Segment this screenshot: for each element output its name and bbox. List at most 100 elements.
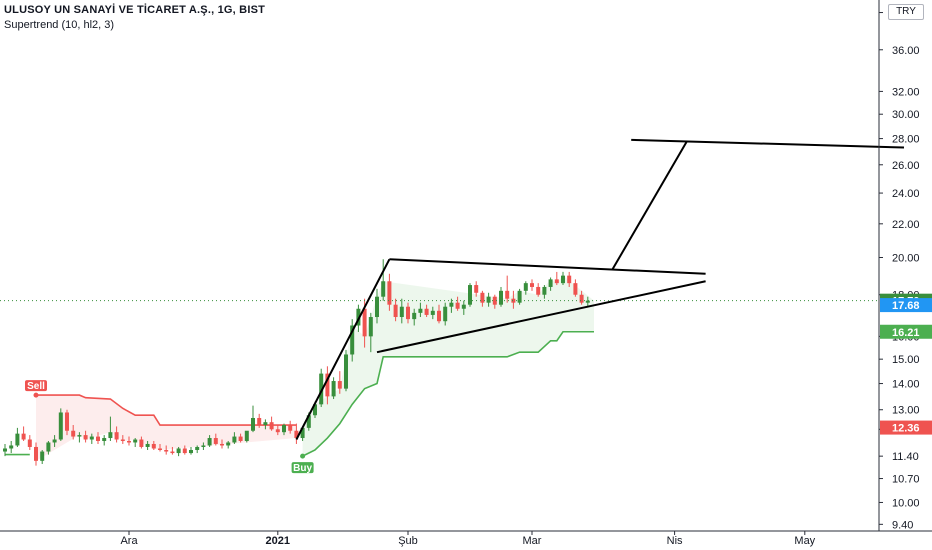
candle-body [40,451,45,461]
supertrend-down-fill [36,395,297,461]
candle-body [9,445,14,449]
candle-body [52,439,57,443]
candle-body [573,283,578,295]
price-tag-supertrend-up [880,324,932,339]
upper-trendline-line[interactable] [389,258,706,275]
candle-body [34,446,38,461]
candle-body [213,438,218,444]
candle-body [108,432,113,439]
candle-body [368,317,373,337]
price-tag-prev [880,298,932,313]
candle-body [244,430,249,441]
candle-body [151,443,156,449]
candle-body [567,275,572,284]
y-tick-label: 10.00 [892,497,920,509]
x-tick-label: Şub [398,535,418,547]
target-leg-line[interactable] [611,140,688,270]
supertrend-up-line [302,330,594,457]
candle-body [492,296,497,305]
candle-body [195,446,200,451]
candle-body [176,448,181,454]
candle-body [15,433,20,446]
signals: Sell Buy [25,380,314,474]
candle-body [486,296,491,303]
sell-signal-badge [25,380,47,392]
candle-body [133,439,138,443]
buy-signal-dot [300,453,306,459]
candle-body [437,310,441,322]
candle-body [362,308,367,337]
y-tick-label: 36.00 [892,45,920,57]
candle-body [89,436,94,440]
candle-body [96,436,100,441]
time-axis[interactable]: Ara 2021 Şub Mar Nis May [120,531,816,547]
candle-body [83,435,88,440]
price-axis[interactable]: 9.4010.0010.7011.4012.3013.0014.0015.001… [0,0,932,532]
candle-body [536,286,541,295]
sell-signal-label: Sell [27,381,45,392]
y-tick-label: 14.00 [892,379,920,391]
candle-body [238,436,243,441]
candle-body [375,296,379,318]
y-tick-label: 30.00 [892,109,920,121]
candle-body [232,436,237,443]
pole-line[interactable] [295,258,391,440]
candle-body [189,450,193,454]
y-tick-label: 28.00 [892,134,920,146]
candle-body [71,430,76,437]
buy-signal-badge [291,462,314,474]
candle-body [554,279,559,284]
candle-body [182,448,187,454]
candle-body [530,283,534,287]
candle-body [251,417,255,431]
candle-body [511,298,516,303]
candle-body [542,286,547,295]
candle-body [158,448,162,451]
y-tick-label: 26.00 [892,160,920,172]
candle-body [207,438,212,446]
symbol-title[interactable]: ULUSOY UN SANAYİ VE TİCARET A.Ş., 1G, BI… [4,4,266,16]
candle-body [319,373,324,405]
candle-body [170,451,175,454]
candle-body [201,445,206,447]
x-tick-label: May [794,535,815,547]
supertrend-down-line [36,394,297,426]
candle-body [337,381,342,389]
y-tick-label: 11.40 [892,451,919,463]
candle-body [282,425,286,433]
candle-body [455,302,460,309]
candle-body [356,308,361,326]
y-tick-label: 15.00 [892,354,920,366]
y-tick-label: 9.40 [892,519,913,531]
candle-body [21,433,26,440]
candle-body [548,279,553,287]
candle-body [381,281,386,297]
drawings[interactable] [295,138,905,440]
candle-body [300,427,305,439]
candle-body [58,412,63,440]
y-tick-label: 20.00 [892,253,920,265]
indicator-label[interactable]: Supertrend (10, hl2, 3) [4,19,115,31]
candle-body [517,290,522,303]
lower-trendline-line[interactable] [376,280,706,354]
candle-body [313,404,317,416]
currency-button[interactable]: TRY [888,4,924,20]
candle-body [269,422,274,430]
y-tick-label: 13.00 [892,405,920,417]
candle-body [561,275,565,284]
candle-body [65,412,69,431]
y-tick-label: 24.00 [892,188,920,200]
candle-body [331,381,336,397]
chart-legend: ULUSOY UN SANAYİ VE TİCARET A.Ş., 1G, BI… [4,4,265,31]
candle-body [430,310,435,315]
candle-body [387,281,392,305]
candle-body [418,308,423,313]
candle-body [145,443,150,447]
candle-body [585,300,590,303]
price-tag-label: 17.68 [892,300,920,312]
candle-body [27,439,32,447]
candle-body [226,442,231,446]
target-line-line[interactable] [631,138,905,149]
candle-body [399,306,404,318]
